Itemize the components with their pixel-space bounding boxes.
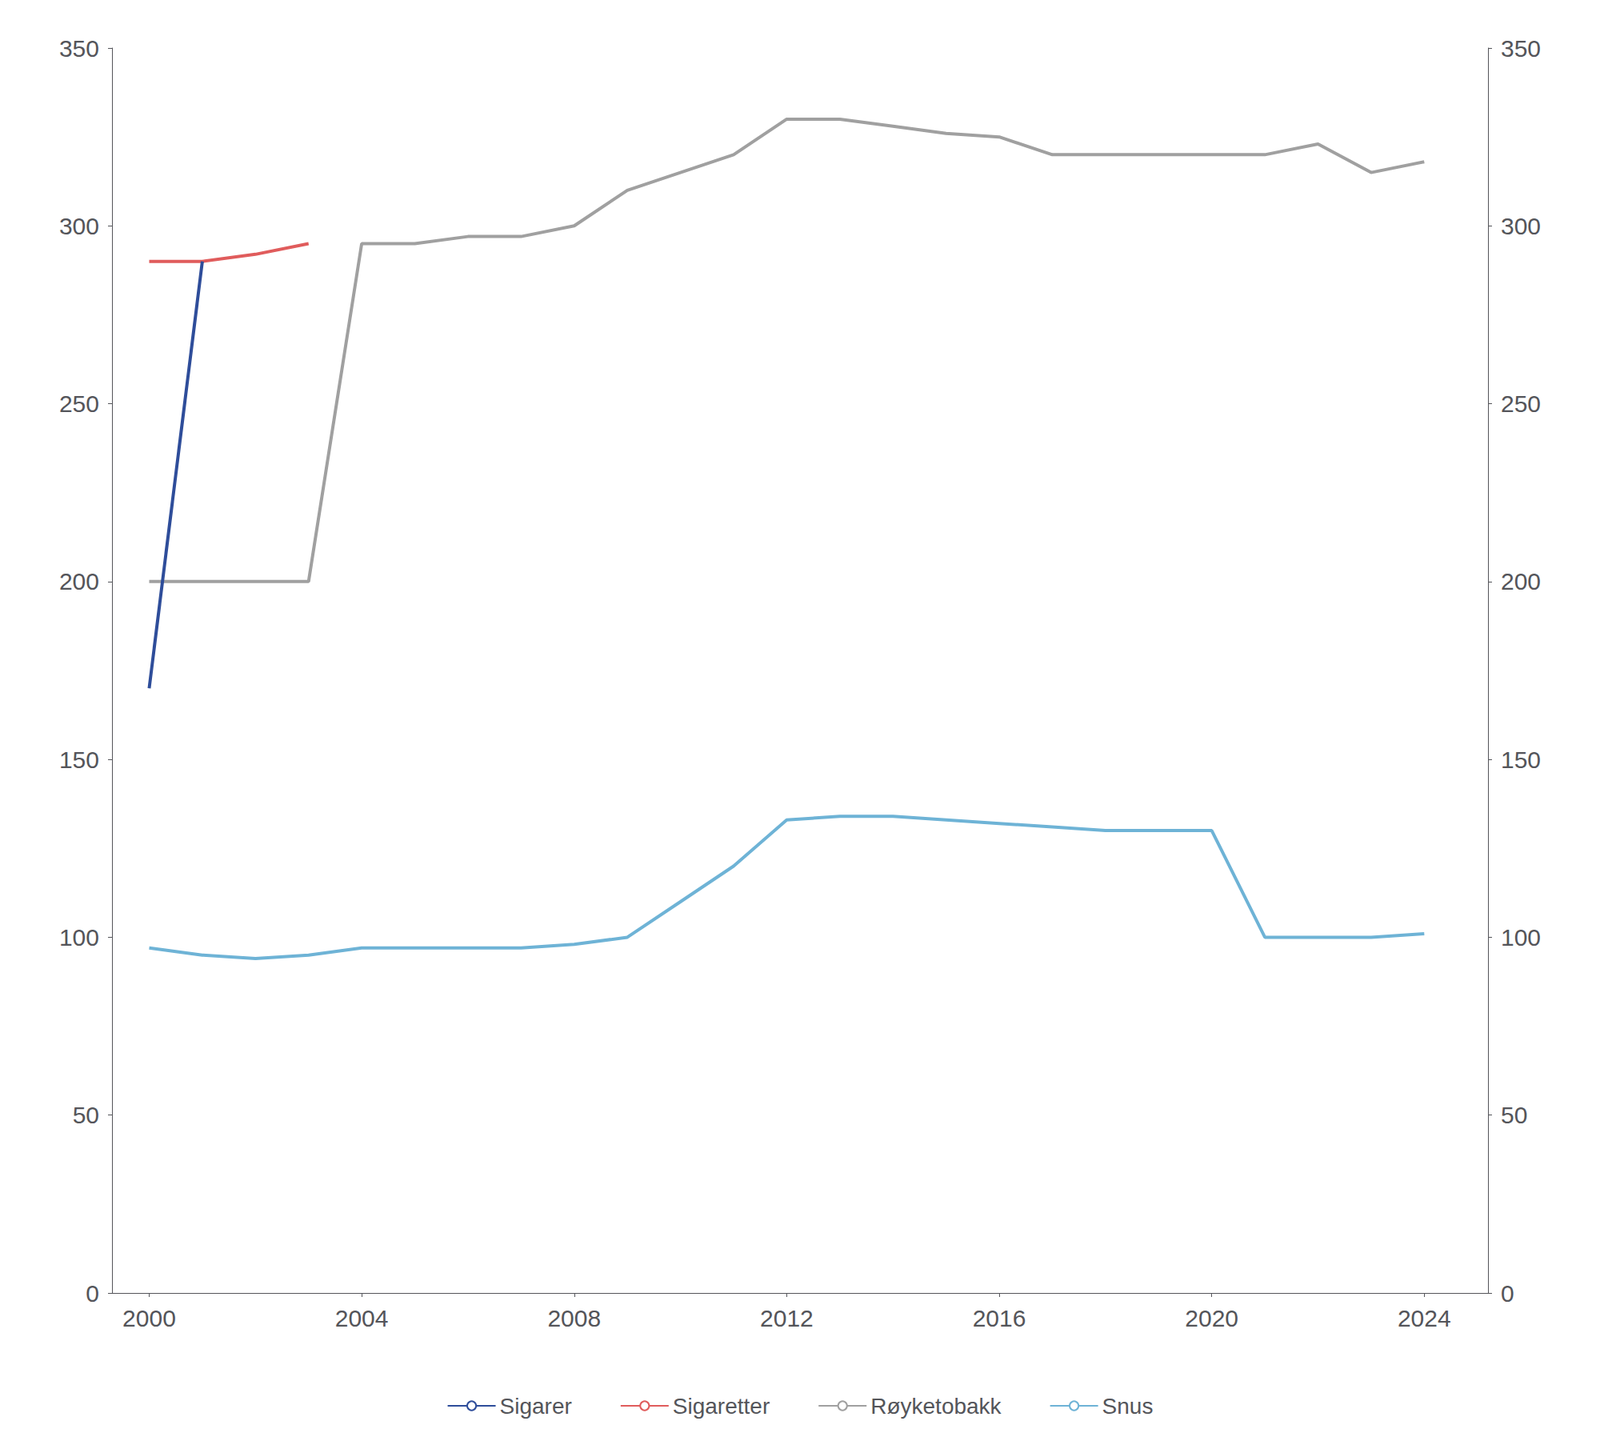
svg-text:300: 300: [59, 212, 100, 240]
svg-text:2020: 2020: [1184, 1304, 1239, 1332]
svg-text:200: 200: [59, 568, 100, 595]
svg-text:2004: 2004: [335, 1304, 389, 1332]
svg-text:100: 100: [1500, 924, 1541, 951]
svg-text:300: 300: [1500, 212, 1541, 240]
svg-text:350: 350: [59, 35, 100, 62]
svg-text:250: 250: [59, 390, 100, 417]
svg-text:Snus: Snus: [1102, 1393, 1154, 1419]
svg-text:Sigaretter: Sigaretter: [672, 1393, 770, 1419]
svg-text:Sigarer: Sigarer: [500, 1393, 572, 1419]
svg-text:0: 0: [85, 1280, 100, 1307]
svg-text:2008: 2008: [547, 1304, 601, 1332]
svg-text:200: 200: [1500, 568, 1541, 595]
svg-text:50: 50: [1500, 1101, 1528, 1128]
svg-text:2012: 2012: [760, 1304, 814, 1332]
svg-text:Røyketobakk: Røyketobakk: [870, 1393, 1002, 1419]
svg-text:2000: 2000: [122, 1304, 176, 1332]
svg-text:0: 0: [1500, 1280, 1515, 1307]
svg-text:50: 50: [72, 1101, 100, 1128]
svg-text:2016: 2016: [972, 1304, 1027, 1332]
svg-text:250: 250: [1500, 390, 1541, 417]
svg-text:2024: 2024: [1397, 1304, 1452, 1332]
svg-text:100: 100: [59, 924, 100, 951]
svg-text:150: 150: [1500, 746, 1541, 773]
svg-text:350: 350: [1500, 35, 1541, 62]
svg-text:150: 150: [59, 746, 100, 773]
